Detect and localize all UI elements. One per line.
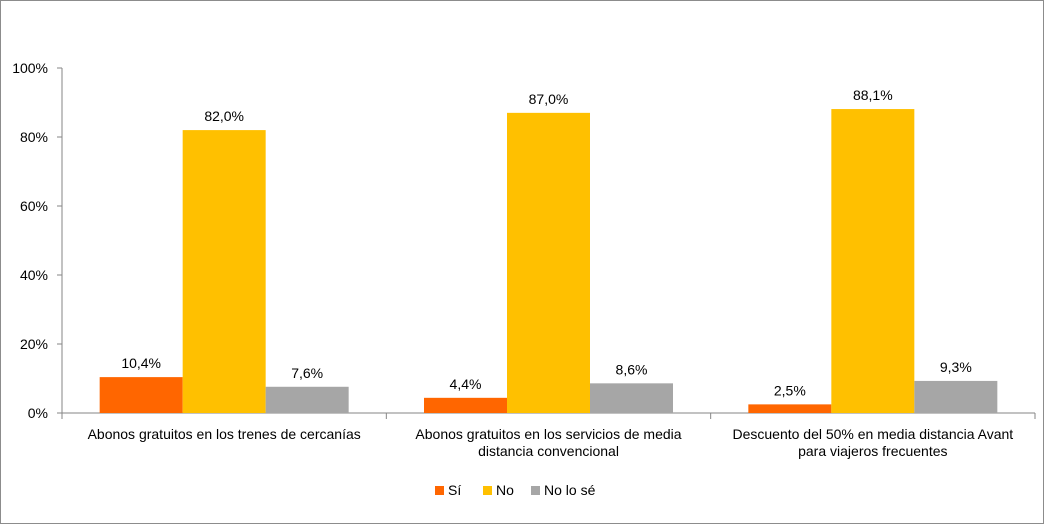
y-tick-label: 80% <box>20 129 48 145</box>
x-category-label: para viajeros frecuentes <box>798 443 947 459</box>
data-label: 2,5% <box>774 382 806 398</box>
bar <box>182 130 266 413</box>
y-tick-label: 40% <box>20 267 48 283</box>
y-tick-label: 100% <box>12 60 48 76</box>
data-label: 4,4% <box>450 376 482 392</box>
legend: Sí No No lo sé <box>435 482 596 498</box>
data-label: 8,6% <box>616 361 648 377</box>
x-category-label: Descuento del 50% en media distancia Ava… <box>732 426 1013 442</box>
data-label: 7,6% <box>291 365 323 381</box>
axes: 0% 20% 40% 60% 80% 100% Abonos gratuitos en lo… <box>12 60 1036 459</box>
x-category-label: Abonos gratuitos en los servicios de med… <box>415 426 681 442</box>
bar <box>99 377 183 413</box>
data-label: 87,0% <box>529 91 569 107</box>
data-label: 10,4% <box>121 355 161 371</box>
legend-label: No lo sé <box>544 482 596 498</box>
y-tick-label: 0% <box>28 405 48 421</box>
bar <box>831 109 915 414</box>
legend-swatch <box>531 486 540 495</box>
data-label: 88,1% <box>853 87 893 103</box>
legend-swatch <box>435 486 444 495</box>
y-tick-label: 60% <box>20 198 48 214</box>
data-label: 82,0% <box>204 108 244 124</box>
legend-swatch <box>483 486 492 495</box>
legend-label: Sí <box>448 482 461 498</box>
legend-label: No <box>496 482 514 498</box>
x-category-label: distancia convencional <box>478 443 619 459</box>
bar <box>507 112 590 413</box>
data-label: 9,3% <box>940 359 972 375</box>
bar <box>265 386 349 413</box>
bar <box>424 397 507 413</box>
bars <box>99 109 998 414</box>
bar <box>914 380 998 413</box>
x-category-label: Abonos gratuitos en los trenes de cercan… <box>88 426 361 442</box>
bar <box>590 383 673 413</box>
data-labels: 10,4% 82,0% 7,6% 4,4% 87,0% 8,6% 2,5% 88,1% 9,3% <box>121 87 971 398</box>
y-tick-label: 20% <box>20 336 48 352</box>
bar <box>748 404 832 413</box>
